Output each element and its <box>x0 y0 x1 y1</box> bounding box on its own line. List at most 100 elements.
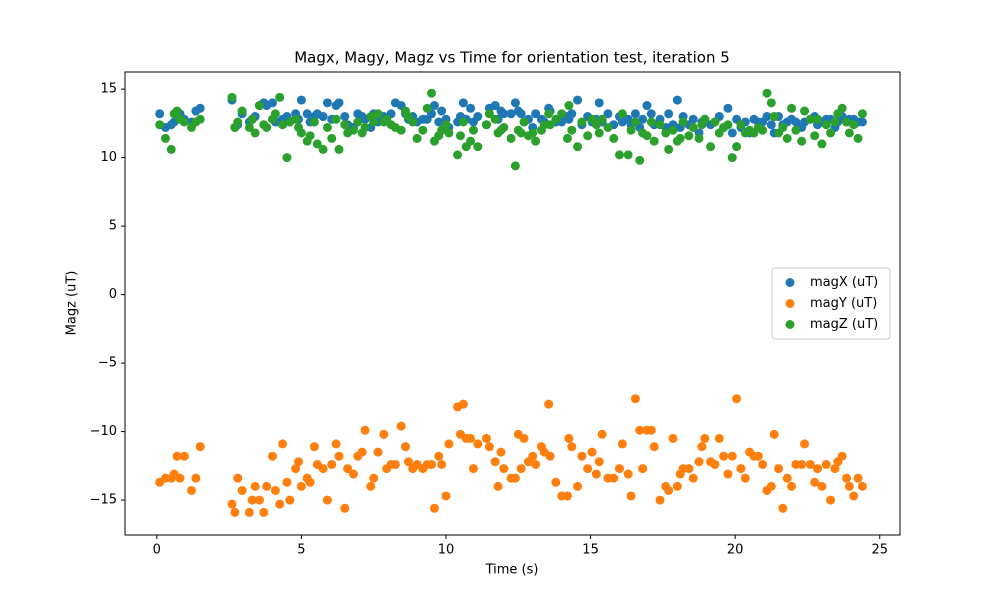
point <box>732 394 742 404</box>
point <box>233 117 243 127</box>
point <box>516 464 526 474</box>
point <box>810 477 820 487</box>
point <box>609 133 619 143</box>
point <box>473 112 483 122</box>
point <box>826 128 836 138</box>
point <box>458 117 468 127</box>
point <box>302 109 312 119</box>
point <box>817 139 827 149</box>
point <box>322 122 332 132</box>
point <box>427 88 437 98</box>
point <box>723 103 733 113</box>
point <box>318 112 328 122</box>
point <box>630 109 640 119</box>
point <box>642 101 652 111</box>
point <box>496 447 506 457</box>
point <box>844 128 854 138</box>
point <box>334 451 344 461</box>
point <box>233 473 243 483</box>
x-tick-label: 10 <box>438 543 455 558</box>
y-tick-label: 15 <box>100 82 117 97</box>
point <box>684 464 694 474</box>
point <box>506 133 516 143</box>
point <box>842 117 852 127</box>
y-tick-label: −5 <box>98 356 117 371</box>
point <box>646 109 656 119</box>
legend-marker <box>785 278 795 287</box>
point <box>187 485 197 495</box>
point <box>468 125 478 135</box>
legend-label: magX (uT) <box>810 275 878 290</box>
x-tick-label: 0 <box>153 543 161 558</box>
point <box>444 128 454 138</box>
point <box>684 131 694 141</box>
point <box>564 433 574 443</box>
point <box>195 103 205 113</box>
point <box>334 144 344 154</box>
point <box>468 464 478 474</box>
x-tick-label: 20 <box>727 543 744 558</box>
point <box>617 109 627 119</box>
point <box>672 481 682 491</box>
point <box>427 459 437 469</box>
point <box>275 499 285 509</box>
point <box>369 117 379 127</box>
point <box>250 481 260 491</box>
point <box>688 473 698 483</box>
point <box>635 425 645 435</box>
point <box>649 442 659 452</box>
point <box>668 433 678 443</box>
point <box>441 120 451 130</box>
point <box>646 117 656 127</box>
point <box>516 128 526 138</box>
point <box>797 459 807 469</box>
point <box>694 457 704 467</box>
y-tick-label: 0 <box>109 287 117 302</box>
point <box>769 429 779 439</box>
x-tick-label: 15 <box>582 543 599 558</box>
y-tick-label: −15 <box>90 493 117 508</box>
point <box>481 120 491 130</box>
point <box>528 451 538 461</box>
point <box>458 98 468 108</box>
point <box>655 120 665 130</box>
point <box>179 451 189 461</box>
point <box>774 464 784 474</box>
point <box>664 144 674 154</box>
point <box>484 442 494 452</box>
point <box>727 153 737 163</box>
point <box>688 114 698 124</box>
point <box>597 429 607 439</box>
point <box>623 150 633 160</box>
point <box>309 442 319 452</box>
point <box>296 95 306 105</box>
point <box>434 451 444 461</box>
point <box>340 112 350 122</box>
point <box>466 136 476 146</box>
point <box>837 103 847 113</box>
point <box>331 114 341 124</box>
point <box>275 92 285 102</box>
point <box>227 92 237 102</box>
point <box>577 117 587 127</box>
point <box>250 128 260 138</box>
point <box>519 433 529 443</box>
point <box>544 399 554 409</box>
point <box>630 117 640 127</box>
point <box>437 459 447 469</box>
point <box>493 481 503 491</box>
legend-label: magY (uT) <box>810 296 877 311</box>
point <box>857 481 867 491</box>
point <box>791 117 801 127</box>
point <box>678 117 688 127</box>
point <box>603 109 613 119</box>
point <box>254 495 264 505</box>
point <box>155 120 165 130</box>
point <box>758 459 768 469</box>
point <box>723 120 733 130</box>
point <box>418 125 428 135</box>
point <box>285 495 295 505</box>
point <box>791 125 801 135</box>
point <box>758 125 768 135</box>
point <box>727 128 737 138</box>
